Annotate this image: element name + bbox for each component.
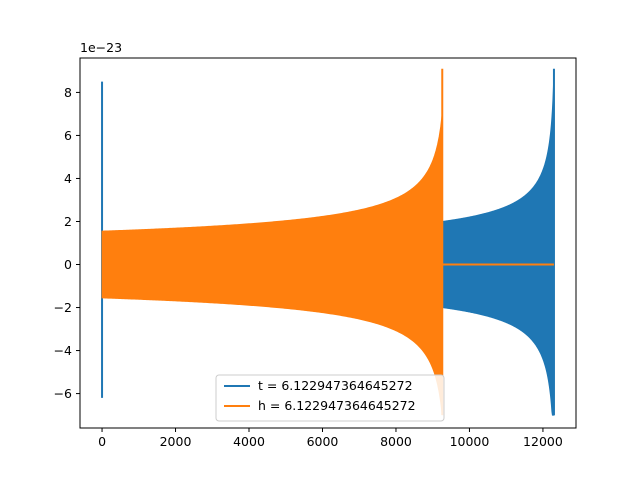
y-tick-label: 0 (64, 257, 72, 272)
legend-label-h: h = 6.122947364645272 (258, 398, 416, 413)
ticks-layer: 0 2000 4000 6000 8000 10000 12000 −6 −4 −2 0 2 4 6 8 (54, 85, 563, 449)
legend-box (215, 374, 445, 422)
plot-layer (101, 68, 555, 416)
x-tick-label: 12000 (523, 434, 563, 449)
series-t-chirp-tail (441, 69, 555, 416)
y-offset-label: 1e−23 (80, 40, 122, 55)
y-tick-label: 4 (64, 171, 72, 186)
y-tick-label: 2 (64, 214, 72, 229)
x-tick-label: 8000 (380, 434, 412, 449)
legend-label-t: t = 6.122947364645272 (258, 378, 413, 393)
x-tick-label: 10000 (450, 434, 490, 449)
y-tick-label: −6 (54, 386, 72, 401)
x-tick-label: 4000 (233, 434, 265, 449)
x-tick-label: 6000 (307, 434, 339, 449)
plot-frame (79, 57, 577, 429)
x-tick-label: 2000 (160, 434, 192, 449)
x-tick-label: 0 (98, 434, 106, 449)
y-tick-label: −4 (54, 343, 72, 358)
y-tick-label: 6 (64, 128, 72, 143)
y-tick-label: −2 (54, 300, 72, 315)
y-tick-label: 8 (64, 85, 72, 100)
series-h-chirp (101, 113, 443, 416)
legend: t = 6.122947364645272 h = 6.122947364645… (215, 374, 445, 422)
